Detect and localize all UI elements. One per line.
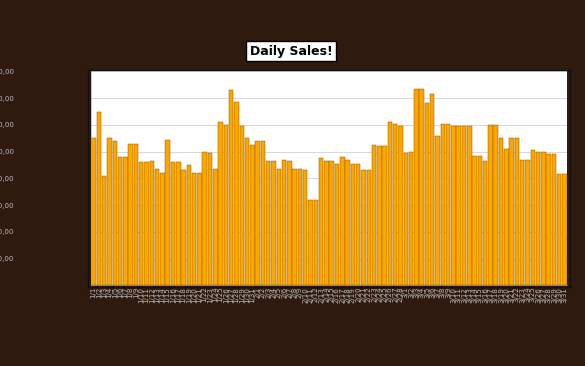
Bar — [112, 141, 117, 285]
Bar — [155, 169, 159, 285]
Bar — [308, 200, 313, 285]
Bar — [166, 139, 170, 285]
Bar — [541, 152, 546, 285]
Text: Daily Sales!: Daily Sales! — [250, 45, 332, 58]
Bar — [345, 160, 350, 285]
Bar — [245, 138, 249, 285]
Bar — [139, 163, 143, 285]
Bar — [250, 145, 254, 285]
Bar — [425, 104, 429, 285]
Bar — [546, 154, 551, 285]
Bar — [361, 171, 366, 285]
Bar — [208, 153, 212, 285]
Bar — [531, 150, 535, 285]
Bar — [536, 152, 541, 285]
Bar — [419, 89, 424, 285]
Bar — [372, 145, 376, 285]
Bar — [562, 175, 567, 285]
Bar — [176, 163, 181, 285]
Bar — [266, 161, 270, 285]
Bar — [435, 136, 440, 285]
Bar — [356, 164, 360, 285]
Bar — [494, 125, 498, 285]
Bar — [324, 161, 329, 285]
Bar — [441, 124, 445, 285]
Bar — [414, 89, 419, 285]
Bar — [239, 126, 244, 285]
Bar — [350, 164, 355, 285]
Bar — [218, 122, 223, 285]
Bar — [150, 161, 154, 285]
Bar — [91, 138, 96, 285]
Bar — [107, 138, 112, 285]
Bar — [97, 112, 101, 285]
Bar — [128, 143, 133, 285]
Bar — [197, 173, 202, 285]
Bar — [303, 171, 308, 285]
Bar — [515, 138, 519, 285]
Bar — [314, 200, 318, 285]
Bar — [430, 94, 435, 285]
Bar — [393, 124, 397, 285]
Bar — [340, 157, 345, 285]
Bar — [525, 160, 530, 285]
Bar — [446, 124, 450, 285]
Bar — [202, 152, 207, 285]
Bar — [144, 163, 149, 285]
Bar — [329, 161, 334, 285]
Bar — [557, 175, 562, 285]
Bar — [462, 126, 466, 285]
Bar — [409, 152, 414, 285]
Bar — [504, 149, 508, 285]
Bar — [366, 171, 371, 285]
Bar — [256, 141, 260, 285]
Bar — [118, 157, 122, 285]
Bar — [377, 146, 381, 285]
Bar — [171, 163, 176, 285]
Bar — [192, 173, 197, 285]
Bar — [398, 126, 402, 285]
Bar — [181, 171, 186, 285]
Bar — [133, 143, 138, 285]
Bar — [483, 161, 487, 285]
Bar — [404, 153, 408, 285]
Bar — [292, 169, 297, 285]
Bar — [234, 102, 239, 285]
Bar — [287, 161, 292, 285]
Bar — [187, 165, 191, 285]
Bar — [477, 156, 482, 285]
Bar — [335, 164, 339, 285]
Bar — [160, 173, 164, 285]
Bar — [271, 161, 276, 285]
Bar — [383, 146, 387, 285]
Bar — [472, 156, 477, 285]
Bar — [298, 169, 302, 285]
Bar — [388, 122, 392, 285]
Bar — [499, 138, 503, 285]
Bar — [282, 160, 286, 285]
Bar — [552, 154, 556, 285]
Bar — [123, 157, 128, 285]
Bar — [451, 126, 456, 285]
Bar — [277, 169, 281, 285]
Bar — [319, 158, 324, 285]
Bar — [488, 125, 493, 285]
Bar — [102, 176, 106, 285]
Bar — [261, 141, 265, 285]
Bar — [223, 125, 228, 285]
Bar — [520, 160, 525, 285]
Bar — [229, 90, 233, 285]
Bar — [456, 126, 461, 285]
Bar — [510, 138, 514, 285]
Bar — [213, 169, 218, 285]
Bar — [467, 126, 472, 285]
